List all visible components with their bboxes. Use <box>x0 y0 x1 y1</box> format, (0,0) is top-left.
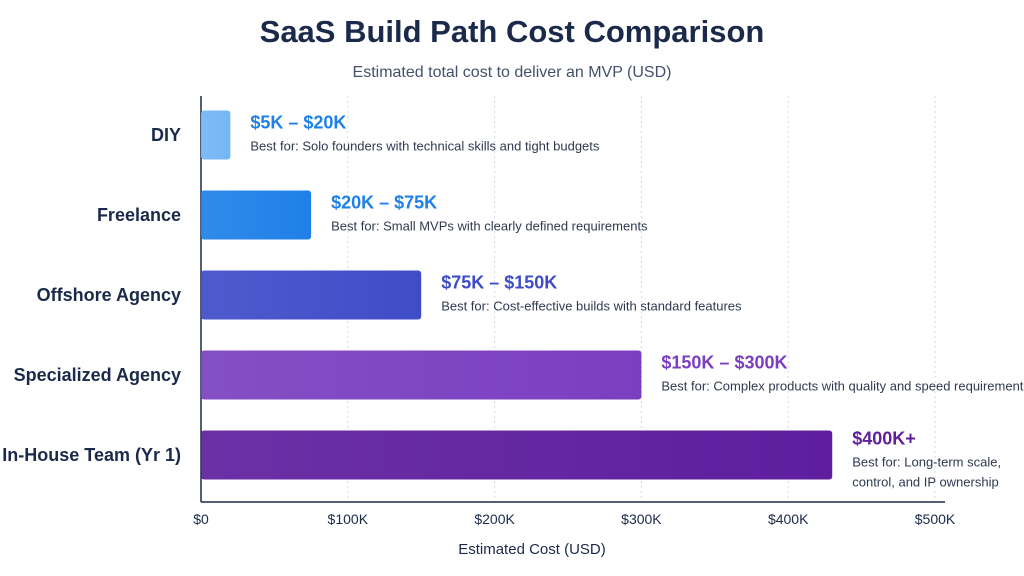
chart-subtitle: Estimated total cost to deliver an MVP (… <box>352 64 672 81</box>
x-axis-title: Estimated Cost (USD) <box>458 541 606 558</box>
best-for-note: Best for: Complex products with quality … <box>661 379 1024 394</box>
x-tick-label: $300K <box>621 511 662 527</box>
range-label: $150K – $300K <box>661 353 787 373</box>
best-for-note: Best for: Cost-effective builds with sta… <box>441 299 742 314</box>
bars <box>201 110 833 480</box>
bar <box>201 110 231 160</box>
bar <box>201 430 833 480</box>
category-label: DIY <box>151 125 181 145</box>
x-tick-label: $500K <box>915 511 956 527</box>
range-label: $5K – $20K <box>250 113 346 133</box>
best-for-note: Best for: Small MVPs with clearly define… <box>331 219 648 234</box>
best-for-note: control, and IP ownership <box>852 475 998 490</box>
x-tick-label: $100K <box>328 511 369 527</box>
category-label: Specialized Agency <box>14 365 181 385</box>
category-label: Offshore Agency <box>37 285 181 305</box>
bar <box>201 270 422 320</box>
bar <box>201 190 312 240</box>
x-tick-label: $400K <box>768 511 809 527</box>
range-label: $400K+ <box>852 429 916 449</box>
category-label: Freelance <box>97 205 181 225</box>
x-tick-label: $200K <box>474 511 515 527</box>
range-label: $75K – $150K <box>441 273 557 293</box>
labels: $0 $100K $200K $300K $400K $500K DIY $5K – $20K… <box>2 113 1024 528</box>
chart-title: SaaS Build Path Cost Comparison <box>259 14 765 49</box>
best-for-note: Best for: Long-term scale, <box>852 455 1001 470</box>
bar <box>201 350 642 400</box>
best-for-note: Best for: Solo founders with technical s… <box>250 139 600 154</box>
x-tick-label: $0 <box>193 511 209 527</box>
range-label: $20K – $75K <box>331 193 437 213</box>
category-label: In-House Team (Yr 1) <box>2 445 181 465</box>
